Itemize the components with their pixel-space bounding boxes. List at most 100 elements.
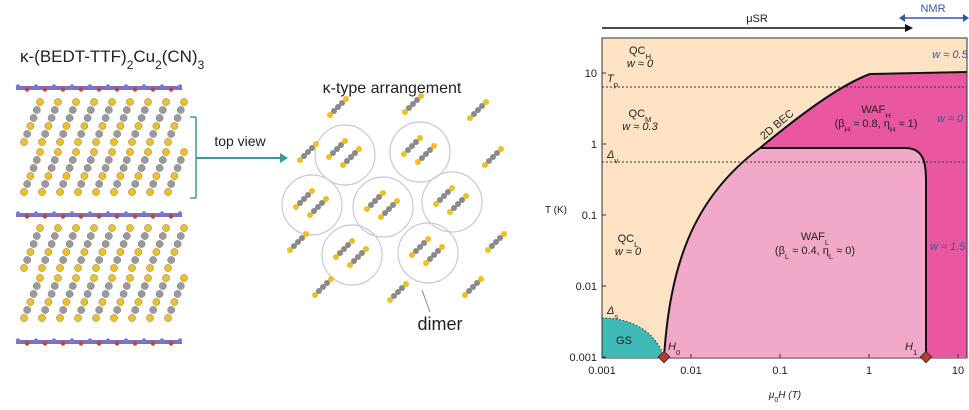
atom [126,98,134,106]
atom [80,172,89,180]
atom [123,211,129,216]
atom [348,154,354,160]
atom [96,214,102,219]
h1-label: H1 [905,341,917,357]
atom [20,188,28,196]
atom [380,190,386,196]
atom [423,260,429,266]
atom [105,211,111,216]
atom [123,156,131,164]
atom [391,293,397,299]
dimer-circle [321,224,383,286]
atom [105,232,113,240]
atom [459,197,465,203]
atom [149,256,157,264]
atom [421,240,427,246]
atom [415,159,421,165]
region-w: w ≈ 0 [627,58,654,70]
atom [114,341,120,346]
atom [170,122,179,130]
atom [20,264,28,272]
bec-boundary [663,71,967,358]
atom [399,285,405,291]
subscript: H [890,125,896,134]
atom [119,164,128,172]
atom [87,211,93,216]
atom [152,172,161,180]
dimer-circle [314,124,376,186]
atom [41,130,50,138]
subscript: s [614,312,618,321]
atom [150,341,156,346]
atom [36,274,44,282]
atom [144,148,152,156]
atom [152,298,161,306]
region-name: QCL [618,233,640,249]
subscript: M [645,115,651,124]
atom [83,240,92,248]
atom [128,138,136,146]
atom [134,298,143,306]
atom [315,204,321,210]
atom [42,341,48,346]
atom [162,98,170,106]
atom [78,341,84,346]
formula: κ-(BEDT-TTF)2Cu2(CN)3 [20,47,205,72]
atom [95,256,103,264]
atom [140,106,149,114]
atom [158,106,167,114]
atom [54,274,62,282]
atom [466,288,472,294]
atom [98,122,107,130]
text-part: QC [629,108,646,120]
atom [331,108,337,114]
atom [462,292,468,298]
atom [313,141,319,147]
atom [15,211,21,216]
atom [69,106,77,114]
atom [311,208,317,214]
arrow-label: top view [214,133,266,149]
gs-region [602,318,664,357]
region-labels: QCH w ≈ 0 QCM w ≈ 0.3 QCL w ≈ 0 WAFH (βH… [606,45,969,357]
atom [167,256,175,264]
text-part: WAF [801,231,825,243]
text-part: Δ [606,149,614,161]
atom [44,122,53,130]
atom [150,87,156,92]
atom [77,256,85,264]
atom [497,235,503,241]
atom [20,314,28,322]
atom [69,156,77,164]
atom [173,290,182,298]
atom [87,338,93,343]
y-tick-label: 10 [585,68,597,80]
atom [26,248,35,256]
atom [51,84,57,89]
atom [149,130,157,138]
atom [26,298,35,306]
atom [77,306,85,314]
atom [309,145,315,151]
atom [62,172,71,180]
atom [134,172,143,180]
atom [33,211,39,216]
atom [173,164,182,172]
atom [463,193,469,199]
plot-frame [601,37,968,359]
musr-label: μSR [746,13,768,25]
atom [69,211,75,216]
atom [323,196,329,202]
atom [445,189,451,195]
atom [90,274,98,282]
atom [44,248,53,256]
atom [403,281,409,287]
atom [410,101,416,107]
atom [20,138,28,146]
text-part: ≈ 0.4, η [789,245,829,257]
atom [155,240,164,248]
atom [87,84,93,89]
text-part: WAF [861,104,885,116]
atom [23,306,32,314]
